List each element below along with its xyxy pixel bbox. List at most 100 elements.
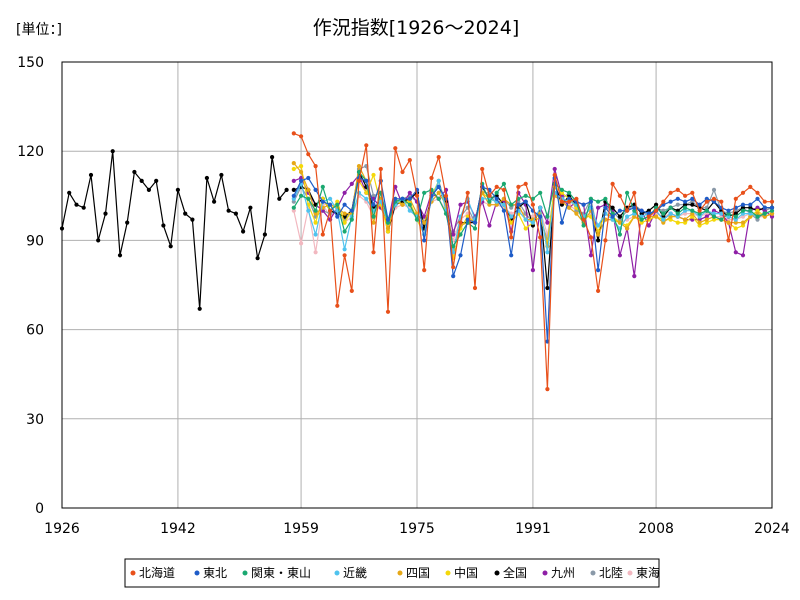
data-point <box>299 164 304 169</box>
data-point <box>291 193 296 198</box>
data-point <box>501 202 506 207</box>
data-point <box>117 253 123 258</box>
data-point <box>559 187 565 192</box>
data-point <box>451 232 456 237</box>
data-point <box>711 196 717 201</box>
data-point <box>422 214 427 219</box>
data-point <box>364 143 369 148</box>
data-point <box>291 131 296 136</box>
data-point <box>501 181 506 186</box>
data-point <box>523 181 528 186</box>
series-1 <box>291 175 775 344</box>
data-point <box>422 190 427 195</box>
y-axis-ticks: 0 30 60 90 120 150 <box>17 55 44 517</box>
data-point <box>697 220 702 225</box>
legend-item: 東海 <box>627 565 660 580</box>
data-point <box>436 190 441 195</box>
x-tick-label: 1991 <box>515 521 551 537</box>
data-point <box>371 220 376 225</box>
data-point <box>755 196 760 201</box>
data-point <box>487 193 492 198</box>
data-point <box>675 214 680 219</box>
legend-item: 関東・東山 <box>242 566 311 580</box>
data-point <box>740 220 746 225</box>
data-point <box>299 175 304 181</box>
data-point <box>509 253 514 258</box>
legend-label: 中国 <box>454 565 478 580</box>
data-point <box>67 190 72 195</box>
data-point <box>407 196 412 201</box>
data-point <box>458 253 463 258</box>
data-point <box>740 202 746 207</box>
data-point <box>675 196 680 201</box>
data-point <box>625 190 630 195</box>
data-point <box>603 205 608 210</box>
data-point <box>509 205 514 210</box>
data-point <box>523 199 528 204</box>
legend-label: 近畿 <box>343 566 367 580</box>
data-point <box>762 199 767 204</box>
data-point <box>545 214 550 219</box>
data-point <box>371 250 376 255</box>
data-point <box>769 214 775 219</box>
data-point <box>356 178 362 183</box>
data-point <box>755 214 760 219</box>
data-point <box>581 202 586 207</box>
data-point <box>291 187 296 192</box>
data-point <box>762 214 767 219</box>
data-point <box>349 288 354 293</box>
data-point <box>371 193 376 198</box>
legend-marker <box>445 570 451 576</box>
data-point <box>436 178 441 183</box>
data-point <box>487 199 492 204</box>
data-point <box>552 166 557 172</box>
data-point <box>632 214 637 219</box>
data-point <box>465 190 470 195</box>
data-point <box>596 268 601 273</box>
legend-marker <box>542 570 548 576</box>
series-line <box>61 151 288 309</box>
legend: 北海道 東北 関東・東山 近畿 四国 中国 全国 九州 北陸 東海 <box>130 565 660 580</box>
data-point <box>371 172 376 178</box>
data-point <box>639 220 644 225</box>
y-tick-label: 30 <box>26 412 44 428</box>
data-point <box>668 217 673 222</box>
data-point <box>726 211 731 216</box>
data-point <box>719 217 724 222</box>
data-point <box>567 199 572 204</box>
data-point <box>654 214 659 219</box>
data-point <box>646 211 651 216</box>
data-point <box>328 202 333 207</box>
x-tick-label: 2008 <box>638 521 674 537</box>
data-point <box>726 214 731 219</box>
data-point <box>291 161 296 166</box>
data-point <box>748 202 753 207</box>
data-point <box>748 208 753 213</box>
data-point <box>711 214 717 219</box>
data-point <box>429 175 434 181</box>
data-point <box>683 220 688 225</box>
data-point <box>436 196 441 201</box>
data-point <box>422 238 427 243</box>
legend-marker <box>334 570 340 576</box>
data-point <box>588 235 594 240</box>
data-point <box>335 214 340 219</box>
data-point <box>400 169 405 175</box>
data-point <box>588 199 594 204</box>
data-point <box>740 208 746 213</box>
data-point <box>451 265 456 270</box>
data-point <box>762 211 767 216</box>
data-point <box>364 178 369 183</box>
data-point <box>581 217 586 222</box>
data-point <box>154 178 159 183</box>
data-point <box>690 208 695 213</box>
data-point <box>313 220 318 225</box>
data-point <box>530 220 536 225</box>
data-point <box>668 211 673 216</box>
data-point <box>335 199 340 204</box>
data-point <box>349 181 354 186</box>
data-point <box>646 214 651 219</box>
data-point <box>480 196 485 201</box>
data-point <box>690 202 695 207</box>
data-point <box>639 241 644 246</box>
